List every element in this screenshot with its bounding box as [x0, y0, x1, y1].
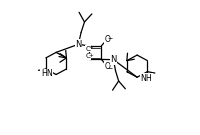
Text: N: N: [110, 55, 117, 64]
Text: +: +: [88, 45, 93, 50]
Text: +: +: [88, 53, 93, 58]
Text: O: O: [104, 35, 110, 44]
Text: NH: NH: [141, 74, 152, 83]
Text: −: −: [107, 35, 112, 40]
Text: C: C: [85, 53, 90, 59]
Text: N: N: [75, 40, 82, 49]
Text: HN: HN: [41, 69, 53, 78]
Text: −: −: [107, 65, 112, 70]
Text: C: C: [85, 46, 90, 52]
Text: O: O: [104, 62, 110, 71]
